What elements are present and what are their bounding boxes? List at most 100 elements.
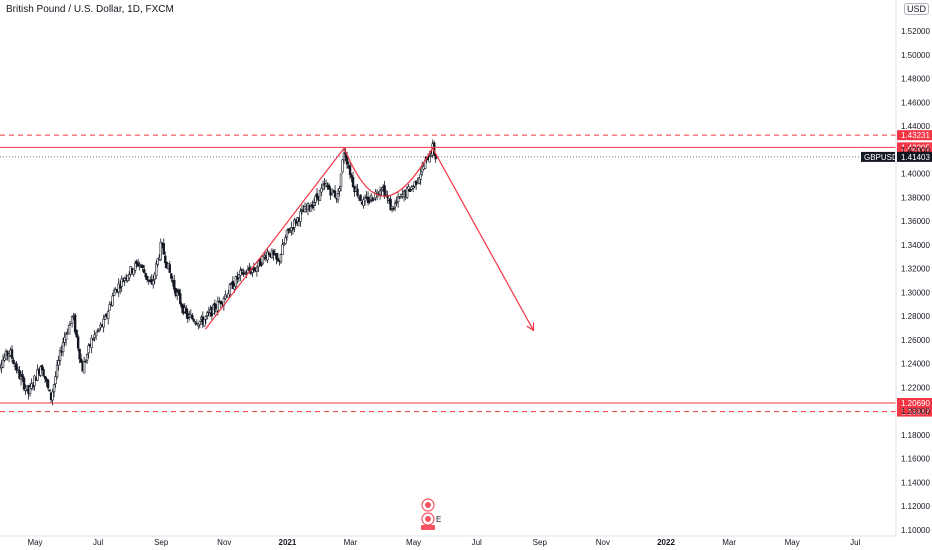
- candle-body: [58, 350, 62, 361]
- candle-body: [390, 205, 394, 209]
- candle-body: [15, 363, 18, 371]
- candle-body: [405, 187, 409, 198]
- candle-body: [67, 325, 71, 335]
- candle-body: [76, 336, 80, 349]
- candle-body: [118, 285, 122, 289]
- candle-body: [132, 269, 135, 275]
- candle-body: [227, 292, 230, 298]
- event-label: E: [436, 515, 441, 524]
- candle-body: [102, 318, 105, 328]
- candle-body: [396, 196, 400, 203]
- candle-body: [261, 255, 265, 264]
- candle-body: [279, 254, 283, 263]
- candle-body: [359, 194, 362, 201]
- candle-body: [82, 361, 86, 374]
- x-tick-label: Jul: [93, 538, 103, 547]
- candle-body: [141, 265, 144, 268]
- candle-body: [43, 375, 47, 379]
- candle-body: [407, 186, 410, 190]
- symbol-tag: [861, 151, 895, 162]
- candle-body: [97, 328, 101, 331]
- candle-body: [228, 284, 232, 295]
- level-price-label: 1.20690: [901, 399, 930, 408]
- level-price-label: 1.43231: [901, 131, 930, 140]
- x-tick-label: Jul: [472, 538, 482, 547]
- candle-body: [398, 197, 401, 199]
- candle-body: [75, 329, 78, 338]
- candle-body: [55, 364, 59, 378]
- candle-body: [185, 308, 188, 315]
- candle-body: [285, 229, 289, 238]
- candle-body: [368, 200, 371, 202]
- x-tick-label: Jul: [850, 538, 860, 547]
- candle-body: [315, 193, 319, 199]
- price-axis[interactable]: 1.52000 1.50000 1.48000 1.46000 1.44000 1.420…: [901, 27, 930, 535]
- candle-body: [57, 360, 60, 366]
- candle-body: [324, 183, 328, 187]
- candle-body: [216, 300, 220, 311]
- candle-body: [36, 369, 39, 381]
- projection-arrow: [432, 147, 535, 331]
- y-tick-label: 1.22000: [901, 383, 930, 392]
- candle-body: [28, 386, 32, 395]
- candle-body: [143, 269, 146, 274]
- candle-body: [61, 342, 65, 353]
- candle-body: [64, 334, 68, 340]
- candle-body: [380, 189, 383, 192]
- candle-body: [40, 365, 44, 371]
- candle-body: [155, 263, 158, 276]
- cup-arc: [343, 147, 434, 197]
- level-price-tag: [897, 130, 932, 141]
- x-tick-label: May: [406, 538, 421, 547]
- candle-body: [231, 280, 235, 290]
- candle-body: [327, 184, 331, 190]
- currency-selector[interactable]: USD: [904, 3, 930, 15]
- candle-body: [282, 243, 286, 246]
- candle-body: [237, 274, 241, 279]
- candle-body: [348, 165, 352, 176]
- candle-body: [70, 316, 74, 324]
- x-tick-label: Nov: [217, 538, 231, 547]
- candle-body: [318, 190, 322, 201]
- symbol-label: GBPUSD: [864, 153, 898, 162]
- candle-body: [6, 350, 9, 357]
- time-axis[interactable]: May Jul Sep Nov 2021 Mar May Jul Sep Nov 2022 Mar Ma…: [27, 538, 860, 547]
- candle-body: [204, 316, 208, 320]
- x-tick-label: Sep: [533, 538, 548, 547]
- y-tick-label: 1.10000: [901, 526, 930, 535]
- y-tick-label: 1.44000: [901, 122, 930, 131]
- candle-body: [281, 244, 284, 255]
- candle-body: [234, 276, 238, 287]
- candle-body: [147, 279, 150, 282]
- x-tick-label: May: [785, 538, 800, 547]
- last-price-tag: [897, 151, 932, 162]
- candle-body: [240, 269, 244, 271]
- candle-body: [362, 199, 365, 207]
- candle-body: [272, 250, 275, 256]
- economic-events[interactable]: E: [421, 498, 441, 530]
- candle-body: [46, 379, 50, 389]
- y-tick-label: 1.50000: [901, 51, 930, 60]
- y-tick-label: 1.20000: [901, 407, 930, 416]
- candle-body: [428, 155, 431, 163]
- candle-body: [392, 207, 395, 210]
- candle-body: [52, 384, 56, 393]
- candle-body: [111, 295, 114, 306]
- level-price-tag: [897, 397, 932, 408]
- y-tick-label: 1.24000: [901, 360, 930, 369]
- candle-body: [87, 345, 90, 354]
- arrow-head: [526, 322, 535, 332]
- candle-body: [276, 257, 280, 261]
- x-tick-label: 2022: [657, 538, 675, 547]
- candle-body: [309, 206, 313, 212]
- candle-body: [159, 241, 162, 260]
- candle-body: [164, 255, 167, 264]
- candle-body: [341, 159, 344, 173]
- candle-body: [126, 275, 129, 281]
- x-tick-label: Sep: [154, 538, 169, 547]
- y-tick-label: 1.32000: [901, 265, 930, 274]
- candle-body: [16, 369, 20, 372]
- candle-body: [242, 271, 245, 276]
- candle-body: [121, 280, 125, 283]
